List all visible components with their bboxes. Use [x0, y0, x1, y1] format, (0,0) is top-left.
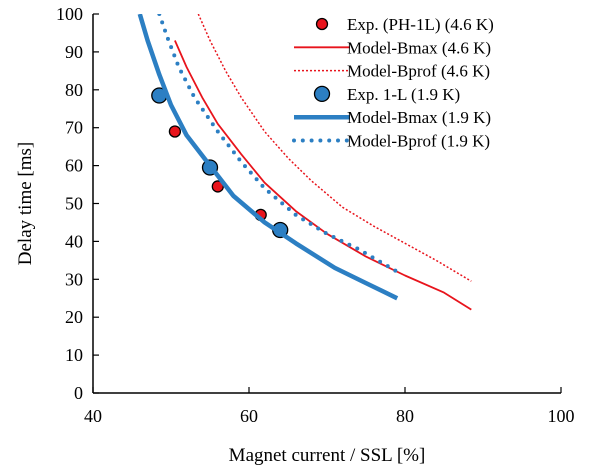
series-line-5 — [157, 14, 400, 274]
y-tick-label: 20 — [65, 307, 83, 327]
legend-label-3: Exp. 1-L (1.9 K) — [347, 85, 460, 104]
series-layer — [137, 14, 472, 311]
legend: Exp. (PH-1L) (4.6 K) Model-Bmax (4.6 K) Mo… — [292, 15, 494, 151]
x-tick-label: 80 — [396, 406, 414, 426]
x-tick-label: 40 — [84, 406, 102, 426]
x-tick-label: 60 — [240, 406, 258, 426]
y-tick-label: 10 — [65, 345, 83, 365]
y-tick-label: 50 — [65, 194, 83, 214]
y-tick-label: 0 — [74, 383, 83, 403]
series-line-1 — [174, 40, 472, 311]
y-tick-label: 40 — [65, 231, 83, 251]
y-tick-label: 70 — [65, 118, 83, 138]
y-tick-label: 80 — [65, 80, 83, 100]
x-axis-title: Magnet current / SSL [%] — [229, 445, 426, 466]
axes-layer: 0 10 20 30 40 50 60 70 80 90 100 40 60 80 100 — [56, 4, 575, 426]
legend-label-2: Model-Bprof (4.6 K) — [347, 62, 490, 81]
y-tick-label: 100 — [56, 4, 83, 24]
series-line-4 — [137, 14, 399, 301]
legend-label-0: Exp. (PH-1L) (4.6 K) — [347, 15, 494, 34]
series-line-2 — [197, 14, 472, 282]
legend-label-1: Model-Bmax (4.6 K) — [347, 38, 491, 57]
y-tick-label: 90 — [65, 42, 83, 62]
y-axis-title: Delay time [ms] — [15, 142, 36, 265]
legend-label-4: Model-Bmax (1.9 K) — [347, 108, 491, 127]
y-tick-label: 60 — [65, 156, 83, 176]
legend-swatch-0 — [315, 17, 329, 31]
data-point-0-0 — [168, 125, 182, 138]
x-tick-label: 100 — [548, 406, 575, 426]
legend-label-5: Model-Bprof (1.9 K) — [347, 132, 490, 151]
y-tick-label: 30 — [65, 269, 83, 289]
legend-swatch-3 — [313, 85, 331, 103]
